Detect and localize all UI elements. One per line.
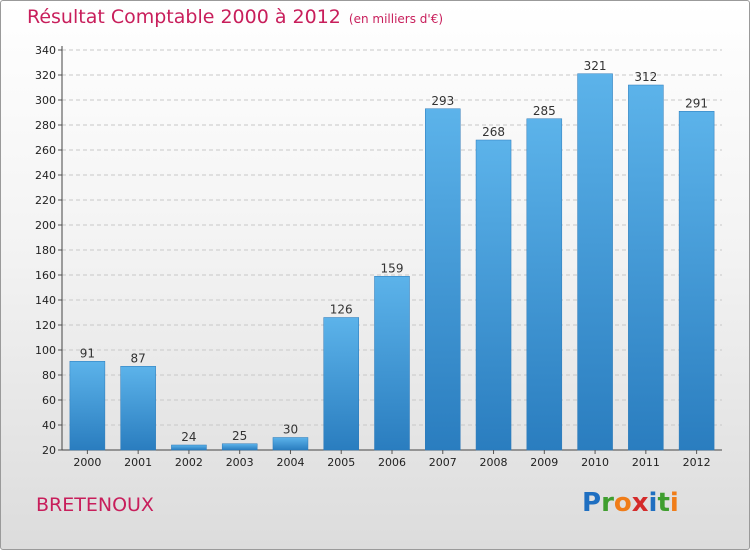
- x-tick-label-2002: 2002: [175, 456, 203, 469]
- y-tick-label: 300: [35, 94, 56, 107]
- x-tick-label-2000: 2000: [73, 456, 101, 469]
- value-label-2001: 87: [131, 351, 146, 365]
- value-label-2004: 30: [283, 423, 298, 437]
- bar-2009: [526, 118, 563, 451]
- logo-letter: o: [613, 488, 632, 518]
- y-tick-label: 320: [35, 69, 56, 82]
- x-tick-label-2006: 2006: [378, 456, 406, 469]
- x-tick-label-2012: 2012: [683, 456, 711, 469]
- logo-letter: r: [601, 488, 614, 518]
- bar-2005: [323, 317, 359, 451]
- y-tick-label: 40: [42, 419, 56, 432]
- x-tick-label-2007: 2007: [429, 456, 457, 469]
- chart-title: Résultat Comptable 2000 à 2012 (en millie…: [27, 6, 443, 28]
- chart-title-text: Résultat Comptable 2000 à 2012: [27, 6, 341, 28]
- bar-2002: [171, 444, 207, 451]
- bar-2001: [120, 366, 156, 451]
- y-tick-label: 120: [35, 319, 56, 332]
- y-tick-label: 280: [35, 119, 56, 132]
- value-label-2000: 91: [80, 346, 95, 360]
- y-tick-label: 340: [35, 44, 56, 57]
- y-tick-label: 180: [35, 244, 56, 257]
- logo-letter: i: [648, 488, 658, 518]
- bar-2010: [577, 73, 613, 451]
- x-tick-label-2011: 2011: [632, 456, 660, 469]
- value-label-2009: 285: [533, 104, 556, 118]
- y-tick-label: 200: [35, 219, 56, 232]
- commune-name: BRETENOUX: [36, 494, 154, 516]
- y-tick-label: 160: [35, 269, 56, 282]
- bar-2008: [475, 139, 512, 451]
- x-tick-label-2008: 2008: [480, 456, 508, 469]
- x-tick-label-2009: 2009: [530, 456, 558, 469]
- logo-letter: P: [582, 488, 602, 518]
- value-label-2012: 291: [685, 96, 708, 110]
- proxiti-logo: Proxiti: [582, 488, 679, 518]
- value-label-2010: 321: [584, 59, 607, 73]
- x-tick-label-2004: 2004: [276, 456, 304, 469]
- logo-letter: t: [657, 488, 670, 518]
- y-tick-label: 220: [35, 194, 56, 207]
- y-tick-label: 100: [35, 344, 56, 357]
- x-tick-label-2005: 2005: [327, 456, 355, 469]
- x-tick-label-2003: 2003: [226, 456, 254, 469]
- bar-2006: [374, 276, 410, 451]
- y-tick-label: 20: [42, 444, 56, 457]
- y-tick-label: 240: [35, 169, 56, 182]
- chart-subtitle: (en milliers d'€): [348, 12, 444, 26]
- x-tick-label-2010: 2010: [581, 456, 609, 469]
- y-tick-label: 60: [42, 394, 56, 407]
- logo-letter: x: [631, 488, 649, 518]
- bar-2000: [69, 361, 106, 451]
- bar-2012: [678, 111, 715, 451]
- logo-letter: i: [669, 488, 679, 518]
- value-label-2002: 24: [181, 430, 196, 444]
- y-tick-label: 80: [42, 369, 56, 382]
- y-tick-label: 260: [35, 144, 56, 157]
- value-label-2003: 25: [232, 429, 247, 443]
- value-label-2008: 268: [482, 125, 505, 139]
- value-label-2007: 293: [431, 94, 454, 108]
- value-label-2006: 159: [381, 261, 404, 275]
- bar-2004: [272, 437, 309, 451]
- y-tick-label: 140: [35, 294, 56, 307]
- bar-2007: [425, 108, 461, 451]
- x-tick-label-2001: 2001: [124, 456, 152, 469]
- bar-2003: [221, 443, 258, 451]
- value-label-2005: 126: [330, 303, 353, 317]
- bar-2011: [628, 84, 664, 451]
- value-label-2011: 312: [634, 70, 657, 84]
